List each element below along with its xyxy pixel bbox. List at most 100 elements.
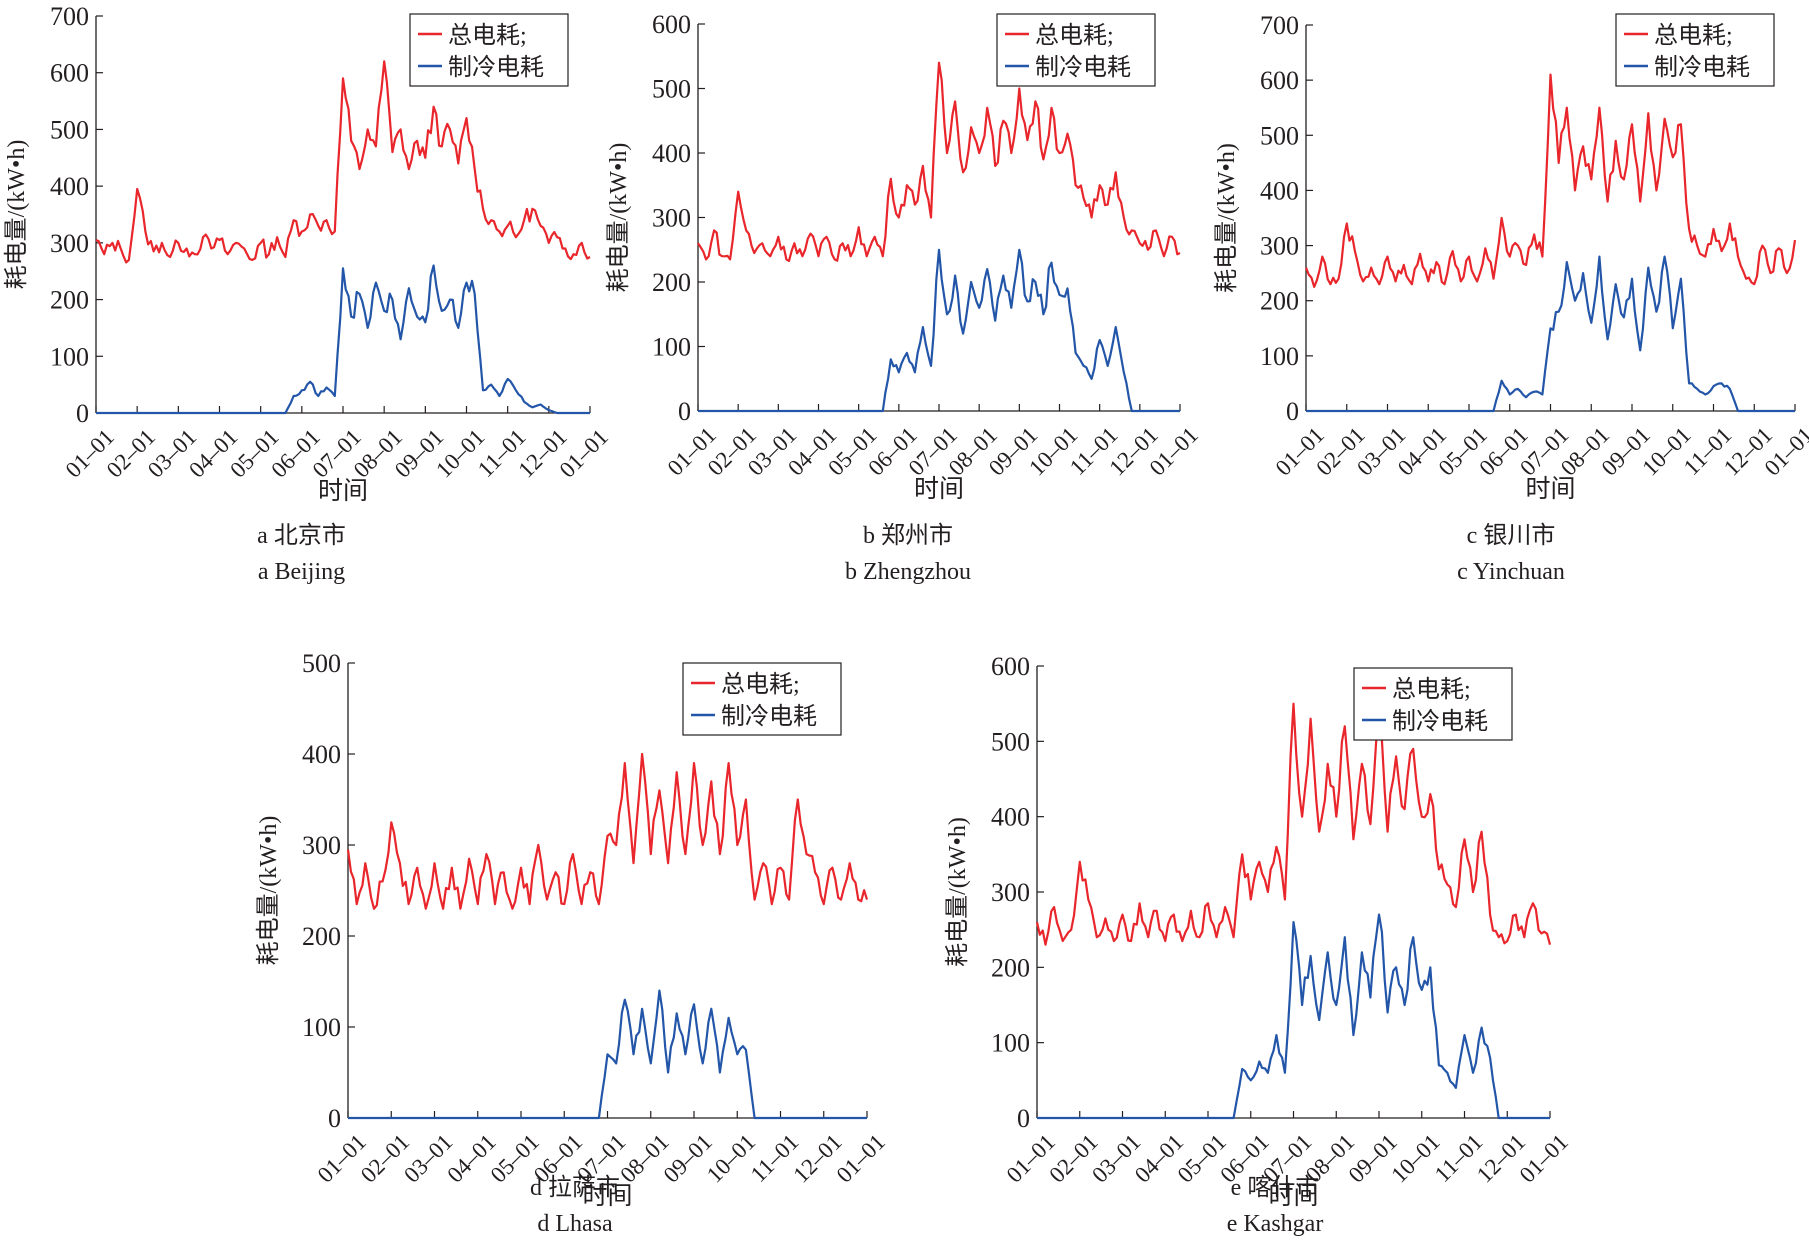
y-tick-label: 100 — [1260, 342, 1299, 371]
caption-en: b Zhengzhou — [845, 559, 971, 585]
y-tick-label: 300 — [302, 831, 341, 860]
y-tick-label: 300 — [50, 229, 89, 258]
legend-label-total: 总电耗; — [1392, 676, 1471, 703]
caption: c 银川市 c Yinchuan — [1213, 518, 1809, 590]
chart-panel-yinchuan: 0 100 200 300 400 500 600 700 01–01 02–01 03–01 04–… — [1213, 0, 1809, 600]
caption-cn: a 北京市 — [257, 523, 346, 549]
caption-cn: b 郑州市 — [863, 523, 953, 549]
x-axis-label: 时间 — [582, 1182, 632, 1210]
y-axis-label: 耗电量/(kW•h) — [605, 143, 632, 293]
legend-label-cooling: 制冷电耗 — [721, 703, 817, 730]
caption: b 郑州市 b Zhengzhou — [603, 518, 1213, 590]
caption-en: a Beijing — [257, 559, 346, 585]
y-tick-label: 600 — [1260, 66, 1299, 95]
y-tick-label: 600 — [652, 10, 691, 39]
series-line-total — [697, 61, 1181, 263]
y-tick-label: 700 — [50, 2, 89, 31]
legend-box — [1615, 13, 1775, 87]
y-tick-label: 700 — [1260, 11, 1299, 40]
y-tick-label: 400 — [991, 803, 1030, 832]
series-line-total — [346, 752, 869, 910]
legend: 总电耗; 制冷电耗 — [1353, 667, 1513, 741]
y-tick-label: 400 — [302, 740, 341, 769]
series-line-total — [95, 60, 591, 264]
y-tick-label: 500 — [302, 649, 341, 678]
legend: 总电耗; 制冷电耗 — [682, 662, 842, 736]
y-tick-label: 400 — [1260, 176, 1299, 205]
chart-svg: 010020030040050060070001–0102–0103–0104–… — [1213, 11, 1809, 503]
y-tick-label: 200 — [652, 268, 691, 297]
series-line-total — [1035, 702, 1552, 946]
y-axis-label: 耗电量/(kW•h) — [1213, 143, 1240, 293]
y-tick-label: 200 — [302, 922, 341, 951]
legend-label-cooling: 制冷电耗 — [1035, 54, 1131, 81]
y-tick-label: 500 — [991, 727, 1030, 756]
x-axis-label: 时间 — [1268, 1182, 1318, 1210]
y-tick-label: 0 — [1017, 1104, 1030, 1133]
caption-cn: e 喀什市 — [1230, 1175, 1320, 1201]
chart-svg: 010020030040050060001–0102–0103–0104–010… — [605, 10, 1203, 503]
y-tick-label: 100 — [50, 342, 89, 371]
legend-box — [1353, 667, 1513, 741]
legend-label-total: 总电耗; — [1654, 22, 1733, 49]
y-tick-label: 100 — [302, 1013, 341, 1042]
y-tick-label: 200 — [1260, 287, 1299, 316]
series-line-cooling — [1037, 913, 1550, 1120]
y-tick-label: 600 — [991, 652, 1030, 681]
y-tick-label: 500 — [1260, 121, 1299, 150]
y-tick-label: 100 — [991, 1029, 1030, 1058]
legend: 总电耗; 制冷电耗 — [1615, 13, 1775, 87]
legend: 总电耗; 制冷电耗 — [996, 13, 1156, 87]
caption: a 北京市 a Beijing — [0, 518, 603, 590]
caption-en: d Lhasa — [537, 1211, 613, 1237]
y-tick-label: 0 — [678, 397, 691, 426]
legend-label-cooling: 制冷电耗 — [448, 54, 544, 81]
legend-label-total: 总电耗; — [721, 671, 800, 698]
y-tick-label: 100 — [652, 333, 691, 362]
chart-panel-zhengzhou: 0 100 200 300 400 500 600 01–01 02–01 03–01 04–01 0… — [603, 0, 1213, 600]
y-tick-label: 400 — [652, 139, 691, 168]
x-tick-label: 10–01 — [431, 424, 489, 482]
legend-box — [682, 662, 842, 736]
chart-svg: 010020030040050060001–0102–0103–0104–010… — [944, 652, 1573, 1210]
legend: 总电耗; 制冷电耗 — [409, 13, 569, 87]
y-axis-label: 耗电量/(kW•h) — [255, 816, 282, 966]
caption: d 拉萨市 d Lhasa — [250, 1170, 900, 1242]
legend-label-total: 总电耗; — [1035, 22, 1114, 49]
chart-panel-lhasa: 0 100 200 300 400 500 01–01 02–01 03–01 04–01 05–0… — [250, 630, 900, 1249]
series-line-total — [1304, 73, 1797, 288]
y-tick-label: 200 — [991, 953, 1030, 982]
caption-en: c Yinchuan — [1457, 559, 1565, 585]
chart-panel-beijing: 0 100 200 300 400 500 600 700 01–01 02–01 03–01 04–… — [0, 0, 613, 600]
caption-en: e Kashgar — [1226, 1211, 1324, 1237]
y-tick-label: 400 — [50, 172, 89, 201]
y-tick-label: 0 — [76, 399, 89, 428]
y-tick-label: 0 — [1286, 397, 1299, 426]
legend-label-cooling: 制冷电耗 — [1654, 54, 1750, 81]
x-axis-label: 时间 — [1525, 475, 1575, 503]
caption-cn: c 银川市 — [1466, 523, 1556, 549]
chart-panel-kashgar: 0 100 200 300 400 500 600 01–01 02–01 03–01 04–01 0… — [944, 630, 1600, 1249]
y-tick-label: 300 — [991, 878, 1030, 907]
y-tick-label: 200 — [50, 286, 89, 315]
series-line-cooling — [1306, 255, 1795, 413]
y-axis-label: 耗电量/(kW•h) — [3, 140, 30, 290]
y-tick-label: 600 — [50, 59, 89, 88]
y-tick-label: 300 — [652, 204, 691, 233]
y-tick-label: 0 — [328, 1104, 341, 1133]
series-line-cooling — [348, 989, 867, 1120]
chart-svg: 010020030040050001–0102–0103–0104–0105–0… — [255, 649, 890, 1210]
x-axis-label: 时间 — [914, 475, 964, 503]
x-axis-label: 时间 — [318, 477, 368, 505]
series-line-cooling — [698, 248, 1180, 413]
chart-svg: 010020030040050060070001–0102–0103–0104–… — [3, 2, 613, 505]
y-tick-label: 300 — [1260, 232, 1299, 261]
caption: e 喀什市 e Kashgar — [950, 1170, 1600, 1242]
legend-label-cooling: 制冷电耗 — [1392, 708, 1488, 735]
y-tick-label: 500 — [652, 75, 691, 104]
caption-cn: d 拉萨市 — [530, 1175, 620, 1201]
series-line-cooling — [96, 264, 590, 415]
y-tick-label: 500 — [50, 115, 89, 144]
y-axis-label: 耗电量/(kW•h) — [944, 817, 971, 967]
legend-box — [996, 13, 1156, 87]
